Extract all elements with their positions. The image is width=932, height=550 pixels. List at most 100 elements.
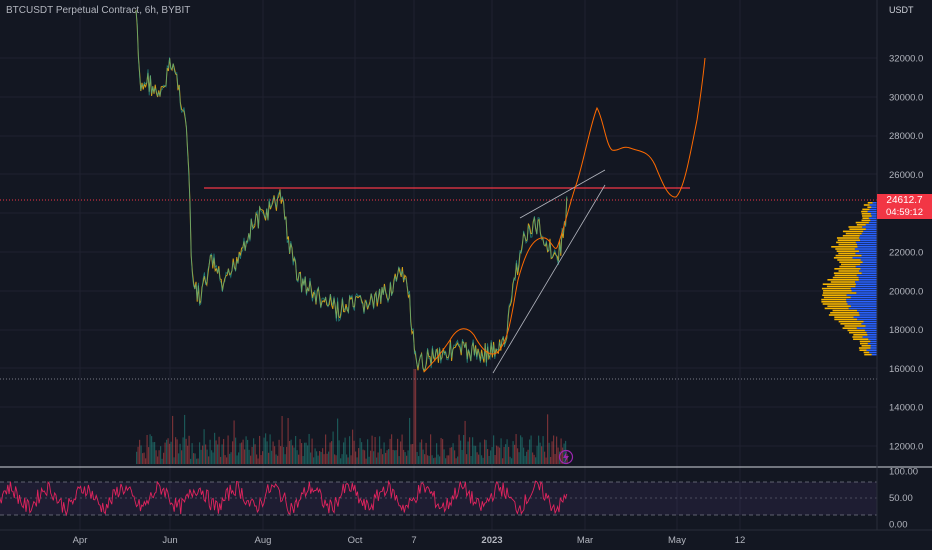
currency-label: USDT [889,5,914,15]
volume-bar [496,445,498,464]
volume-bar [148,447,150,464]
volume-bar [245,436,247,464]
rsi-axis[interactable]: 100.00 50.00 0.00 [889,467,918,531]
profile-sell-bar [858,347,871,349]
volume-bar [557,447,559,464]
profile-sell-bar [861,345,871,347]
volume-bar [499,447,501,464]
volume-bar [304,442,306,464]
volume-bar [425,442,427,464]
volume-bar [428,455,430,464]
lightning-icon[interactable] [558,449,574,465]
volume-bar [167,438,169,464]
volume-bar [560,438,562,464]
volume-bar [149,434,151,464]
profile-sell-bar [837,239,861,241]
profile-buy-bar [858,279,877,281]
volume-bar [257,458,259,464]
symbol-title[interactable]: BTCUSDT Perpetual Contract, 6h, BYBIT [6,5,191,16]
volume-bar [344,437,346,464]
volume-histogram [136,369,568,464]
profile-sell-bar [842,230,864,233]
volume-bar [445,458,447,464]
profile-sell-bar [841,263,861,266]
volume-bar [352,429,354,464]
profile-buy-bar [860,259,877,261]
price-tick-label: 16000.0 [889,364,923,375]
profile-buy-bar [867,210,877,213]
volume-bar [281,416,283,464]
volume-bar [319,451,321,464]
profile-buy-bar [858,312,877,314]
volume-bar [566,454,568,464]
volume-bar [482,457,484,464]
volume-bar [191,443,193,464]
volume-bar [361,442,363,464]
volume-bar [464,420,466,464]
profile-sell-bar [828,314,860,316]
time-tick-label: 2023 [481,535,502,546]
volume-bar [265,433,267,464]
volume-bar [388,449,390,464]
volume-bar [181,450,183,464]
profile-sell-bar [849,331,867,334]
volume-bar [433,458,435,464]
volume-bar [208,456,210,464]
profile-buy-bar [856,274,877,277]
price-axis[interactable]: 32000.030000.028000.026000.024000.022000… [889,54,923,453]
profile-buy-bar [867,334,877,336]
volume-bar [386,450,388,464]
volume-bar [154,442,156,464]
volume-bar [404,452,406,464]
volume-bar [377,452,379,464]
volume-bar [137,446,139,464]
volume-bar [406,455,408,464]
rsi-line [0,479,568,517]
volume-bar [341,454,343,464]
volume-bar [397,438,399,464]
volume-bar [529,439,531,464]
last-price-badge: 24612.7 [877,194,932,207]
trend-channel[interactable] [492,169,606,374]
volume-bar [368,456,370,464]
volume-bar [451,447,453,464]
volume-bar [476,452,478,464]
time-axis[interactable]: Apr Jun Aug Oct 7 2023 Mar May 12 [73,535,746,546]
volume-bar [217,444,219,464]
volume-bar [275,454,277,464]
volume-bar [295,436,297,464]
volume-bar [227,435,229,464]
profile-buy-bar [857,246,877,248]
profile-sell-bar [839,261,863,263]
profile-buy-bar [855,265,877,268]
volume-bar [376,457,378,464]
volume-bar [215,440,217,464]
volume-bar [172,415,174,464]
volume-bar [400,441,402,464]
profile-sell-bar [835,248,855,250]
profile-buy-bar [859,314,877,316]
volume-bar [287,418,289,464]
volume-bar [283,447,285,464]
profile-sell-bar [830,312,859,314]
volume-bar [139,439,141,464]
volume-bar [493,435,495,464]
volume-bar [530,435,532,464]
rsi-tick-label: 0.00 [889,520,908,531]
profile-sell-bar [834,318,858,321]
volume-bar [335,455,337,464]
time-tick-label: Mar [577,535,593,546]
profile-sell-bar [833,272,862,274]
profile-sell-bar [827,305,851,307]
volume-bar [521,437,523,464]
profile-buy-bar [860,268,877,270]
volume-bar [173,457,175,464]
volume-bar [254,444,256,464]
profile-buy-bar [863,320,877,323]
projection-curve[interactable] [423,57,706,373]
volume-bar [508,446,510,464]
profile-sell-bar [834,268,861,270]
volume-bar [248,449,250,464]
volume-bar [484,439,486,464]
